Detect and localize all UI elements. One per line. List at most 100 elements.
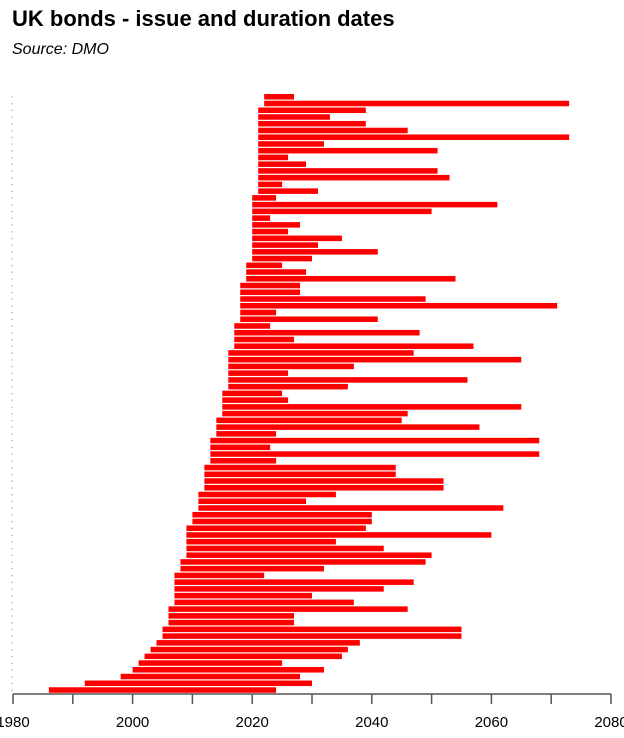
bond-bar <box>156 640 360 646</box>
bond-bar <box>180 565 324 572</box>
bond-bar <box>234 323 271 329</box>
bond-bar <box>264 100 570 107</box>
y-axis-dot <box>11 150 13 152</box>
bond-bar <box>198 491 336 498</box>
y-axis-dot <box>11 305 13 307</box>
bond-bar <box>198 498 307 505</box>
bond-bar <box>168 613 295 619</box>
bond-bar <box>228 350 414 356</box>
y-axis-dot <box>11 669 13 671</box>
bond-bar <box>258 174 450 181</box>
bond-bar <box>252 235 342 242</box>
y-axis-dot <box>11 682 13 685</box>
bond-bar <box>162 633 462 639</box>
bond-bar <box>234 329 420 336</box>
bond-bar <box>252 208 432 215</box>
y-axis-dot <box>11 676 13 678</box>
y-axis-dot <box>11 689 13 691</box>
y-axis-dot <box>11 278 13 280</box>
y-axis-dot <box>11 655 13 658</box>
y-axis-dot <box>11 534 13 536</box>
y-axis-dot <box>11 642 13 644</box>
bond-bar <box>174 592 312 599</box>
bond-bar <box>204 464 396 471</box>
bond-bar <box>168 619 295 626</box>
bond-bar <box>228 383 348 390</box>
y-axis-dot <box>11 372 13 374</box>
bond-bar <box>252 201 498 208</box>
bond-bar <box>258 134 570 140</box>
bond-bar <box>258 147 438 154</box>
bond-bar <box>186 538 336 545</box>
bond-bar <box>222 410 408 417</box>
y-axis-dot <box>11 109 13 112</box>
y-axis-dot <box>11 554 13 556</box>
bond-bar <box>240 302 558 309</box>
y-axis-dot <box>11 190 13 192</box>
y-axis-dot <box>11 480 13 482</box>
y-axis-dot <box>11 170 13 172</box>
y-axis-dot <box>11 588 13 590</box>
x-tick-label: 1980 <box>0 714 30 731</box>
y-axis-dot <box>11 312 13 314</box>
bond-bar <box>204 485 444 491</box>
bond-bar <box>84 680 312 687</box>
bond-bar <box>216 424 480 430</box>
bond-bar <box>204 478 444 484</box>
bond-bar <box>174 572 265 579</box>
bond-bar <box>138 660 283 666</box>
y-axis-dot <box>11 204 13 206</box>
bond-bar <box>252 228 289 235</box>
bond-bar <box>210 451 540 457</box>
y-axis-dot <box>11 386 13 388</box>
y-axis-dot <box>11 460 13 462</box>
y-axis-dot <box>11 608 13 610</box>
y-axis-dot <box>11 177 13 179</box>
bond-bar <box>252 222 301 228</box>
x-tick-label: 2000 <box>116 714 149 731</box>
y-axis-dot <box>11 231 13 233</box>
bond-bar <box>210 437 540 444</box>
bond-bar <box>252 215 271 221</box>
bond-bar <box>168 606 408 612</box>
chart-title: UK bonds - issue and duration dates <box>12 6 395 31</box>
y-axis-dot <box>11 116 13 118</box>
bond-bar <box>216 431 277 437</box>
bond-bar <box>234 343 474 349</box>
bond-bar <box>216 417 402 424</box>
y-axis-dot <box>11 440 13 442</box>
bond-bar <box>192 518 372 525</box>
y-axis-dot <box>11 143 13 145</box>
bond-bar <box>198 505 504 511</box>
y-axis-dot <box>11 467 13 469</box>
y-axis-dot <box>11 264 13 267</box>
y-axis-dot <box>11 446 13 449</box>
bond-bar <box>234 336 295 343</box>
y-axis-dot <box>11 615 13 617</box>
y-axis-dot <box>11 130 13 132</box>
y-axis-dot <box>11 595 13 597</box>
bond-bar <box>144 653 342 660</box>
bond-bar <box>246 276 456 282</box>
bond-bar <box>174 579 414 585</box>
x-tick-label: 2080 <box>594 714 624 731</box>
y-axis-dot <box>11 352 13 354</box>
bars-group <box>48 94 570 693</box>
bond-bar <box>240 316 378 322</box>
bond-bar <box>246 269 307 275</box>
y-axis-dot <box>11 339 13 341</box>
y-axis-dot <box>11 568 13 570</box>
chart-subtitle: Source: DMO <box>12 41 109 58</box>
bond-bar <box>240 282 301 289</box>
y-axis-dot <box>11 96 13 98</box>
bond-bar <box>180 559 426 565</box>
y-axis-dot <box>11 487 13 489</box>
y-axis-dot <box>11 527 13 530</box>
bond-bar <box>258 154 289 161</box>
y-axis-dot <box>11 601 13 604</box>
y-axis-dot <box>11 325 13 327</box>
y-axis-dot <box>11 366 13 368</box>
y-axis-dot <box>11 622 13 624</box>
bond-bar <box>240 309 277 316</box>
